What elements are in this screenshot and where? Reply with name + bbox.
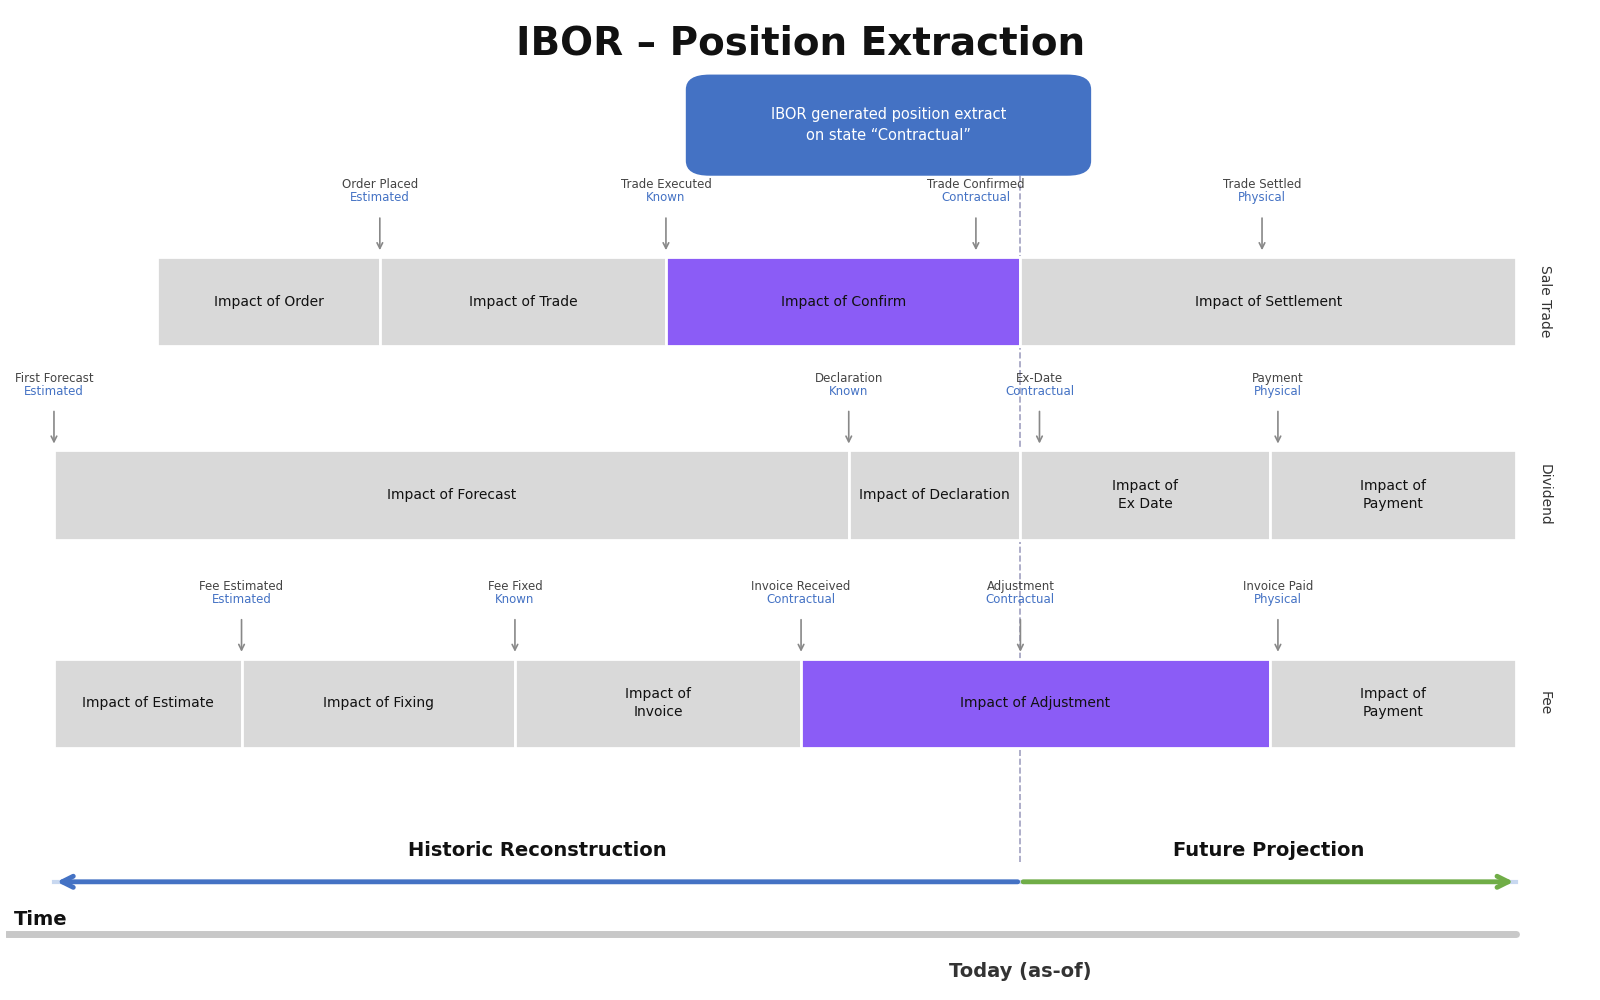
Text: Dividend: Dividend — [1538, 464, 1552, 526]
Text: Today (as-of): Today (as-of) — [949, 962, 1091, 981]
Text: Known: Known — [646, 191, 686, 204]
Text: Contractual: Contractual — [941, 191, 1011, 204]
Text: Order Placed: Order Placed — [342, 178, 418, 191]
FancyBboxPatch shape — [1270, 659, 1517, 748]
Text: Future Projection: Future Projection — [1173, 841, 1365, 860]
Text: Impact of Adjustment: Impact of Adjustment — [960, 696, 1110, 710]
Text: Trade Executed: Trade Executed — [621, 178, 712, 191]
Text: Impact of Settlement: Impact of Settlement — [1195, 295, 1342, 309]
FancyBboxPatch shape — [1021, 450, 1270, 540]
FancyBboxPatch shape — [157, 257, 379, 346]
FancyBboxPatch shape — [1270, 450, 1517, 540]
Text: Impact of
Payment: Impact of Payment — [1360, 479, 1426, 511]
Text: Declaration: Declaration — [814, 372, 883, 385]
Text: IBOR generated position extract
on state “Contractual”: IBOR generated position extract on state… — [771, 107, 1006, 143]
Text: Invoice Received: Invoice Received — [752, 580, 851, 593]
Text: Physical: Physical — [1238, 191, 1286, 204]
Text: Invoice Paid: Invoice Paid — [1243, 580, 1314, 593]
Text: Estimated: Estimated — [350, 191, 410, 204]
Text: Fee Estimated: Fee Estimated — [200, 580, 283, 593]
Text: Estimated: Estimated — [24, 385, 83, 398]
FancyBboxPatch shape — [379, 257, 666, 346]
Text: Impact of
Payment: Impact of Payment — [1360, 687, 1426, 719]
Text: Contractual: Contractual — [986, 593, 1054, 606]
Text: Physical: Physical — [1254, 385, 1302, 398]
Text: Ex-Date: Ex-Date — [1016, 372, 1062, 385]
Text: Trade Settled: Trade Settled — [1222, 178, 1301, 191]
Text: Contractual: Contractual — [1005, 385, 1074, 398]
Text: Sale Trade: Sale Trade — [1538, 265, 1552, 338]
Text: First Forecast: First Forecast — [14, 372, 93, 385]
FancyBboxPatch shape — [54, 450, 848, 540]
Text: Impact of
Ex Date: Impact of Ex Date — [1112, 479, 1178, 511]
Text: Fee: Fee — [1538, 691, 1552, 715]
FancyBboxPatch shape — [802, 659, 1270, 748]
Text: Impact of Forecast: Impact of Forecast — [387, 488, 515, 502]
FancyBboxPatch shape — [242, 659, 515, 748]
Text: Impact of Fixing: Impact of Fixing — [323, 696, 434, 710]
Text: Known: Known — [496, 593, 534, 606]
Text: Fee Fixed: Fee Fixed — [488, 580, 542, 593]
Text: Impact of Trade: Impact of Trade — [469, 295, 578, 309]
FancyBboxPatch shape — [1021, 257, 1517, 346]
FancyBboxPatch shape — [515, 659, 802, 748]
Text: Contractual: Contractual — [766, 593, 835, 606]
Text: Estimated: Estimated — [211, 593, 272, 606]
Text: Impact of Order: Impact of Order — [214, 295, 323, 309]
FancyBboxPatch shape — [848, 450, 1021, 540]
Text: Payment: Payment — [1253, 372, 1304, 385]
Text: Impact of Estimate: Impact of Estimate — [82, 696, 214, 710]
FancyBboxPatch shape — [686, 75, 1091, 176]
Text: Trade Confirmed: Trade Confirmed — [926, 178, 1024, 191]
Text: IBOR – Position Extraction: IBOR – Position Extraction — [517, 25, 1086, 63]
Text: Known: Known — [829, 385, 869, 398]
Text: Adjustment: Adjustment — [987, 580, 1054, 593]
Text: Impact of
Invoice: Impact of Invoice — [626, 687, 691, 719]
Text: Impact of Confirm: Impact of Confirm — [781, 295, 906, 309]
Text: Historic Reconstruction: Historic Reconstruction — [408, 841, 667, 860]
Text: Time: Time — [14, 910, 67, 929]
FancyBboxPatch shape — [54, 659, 242, 748]
Text: Physical: Physical — [1254, 593, 1302, 606]
FancyBboxPatch shape — [666, 257, 1021, 346]
Text: Impact of Declaration: Impact of Declaration — [859, 488, 1010, 502]
